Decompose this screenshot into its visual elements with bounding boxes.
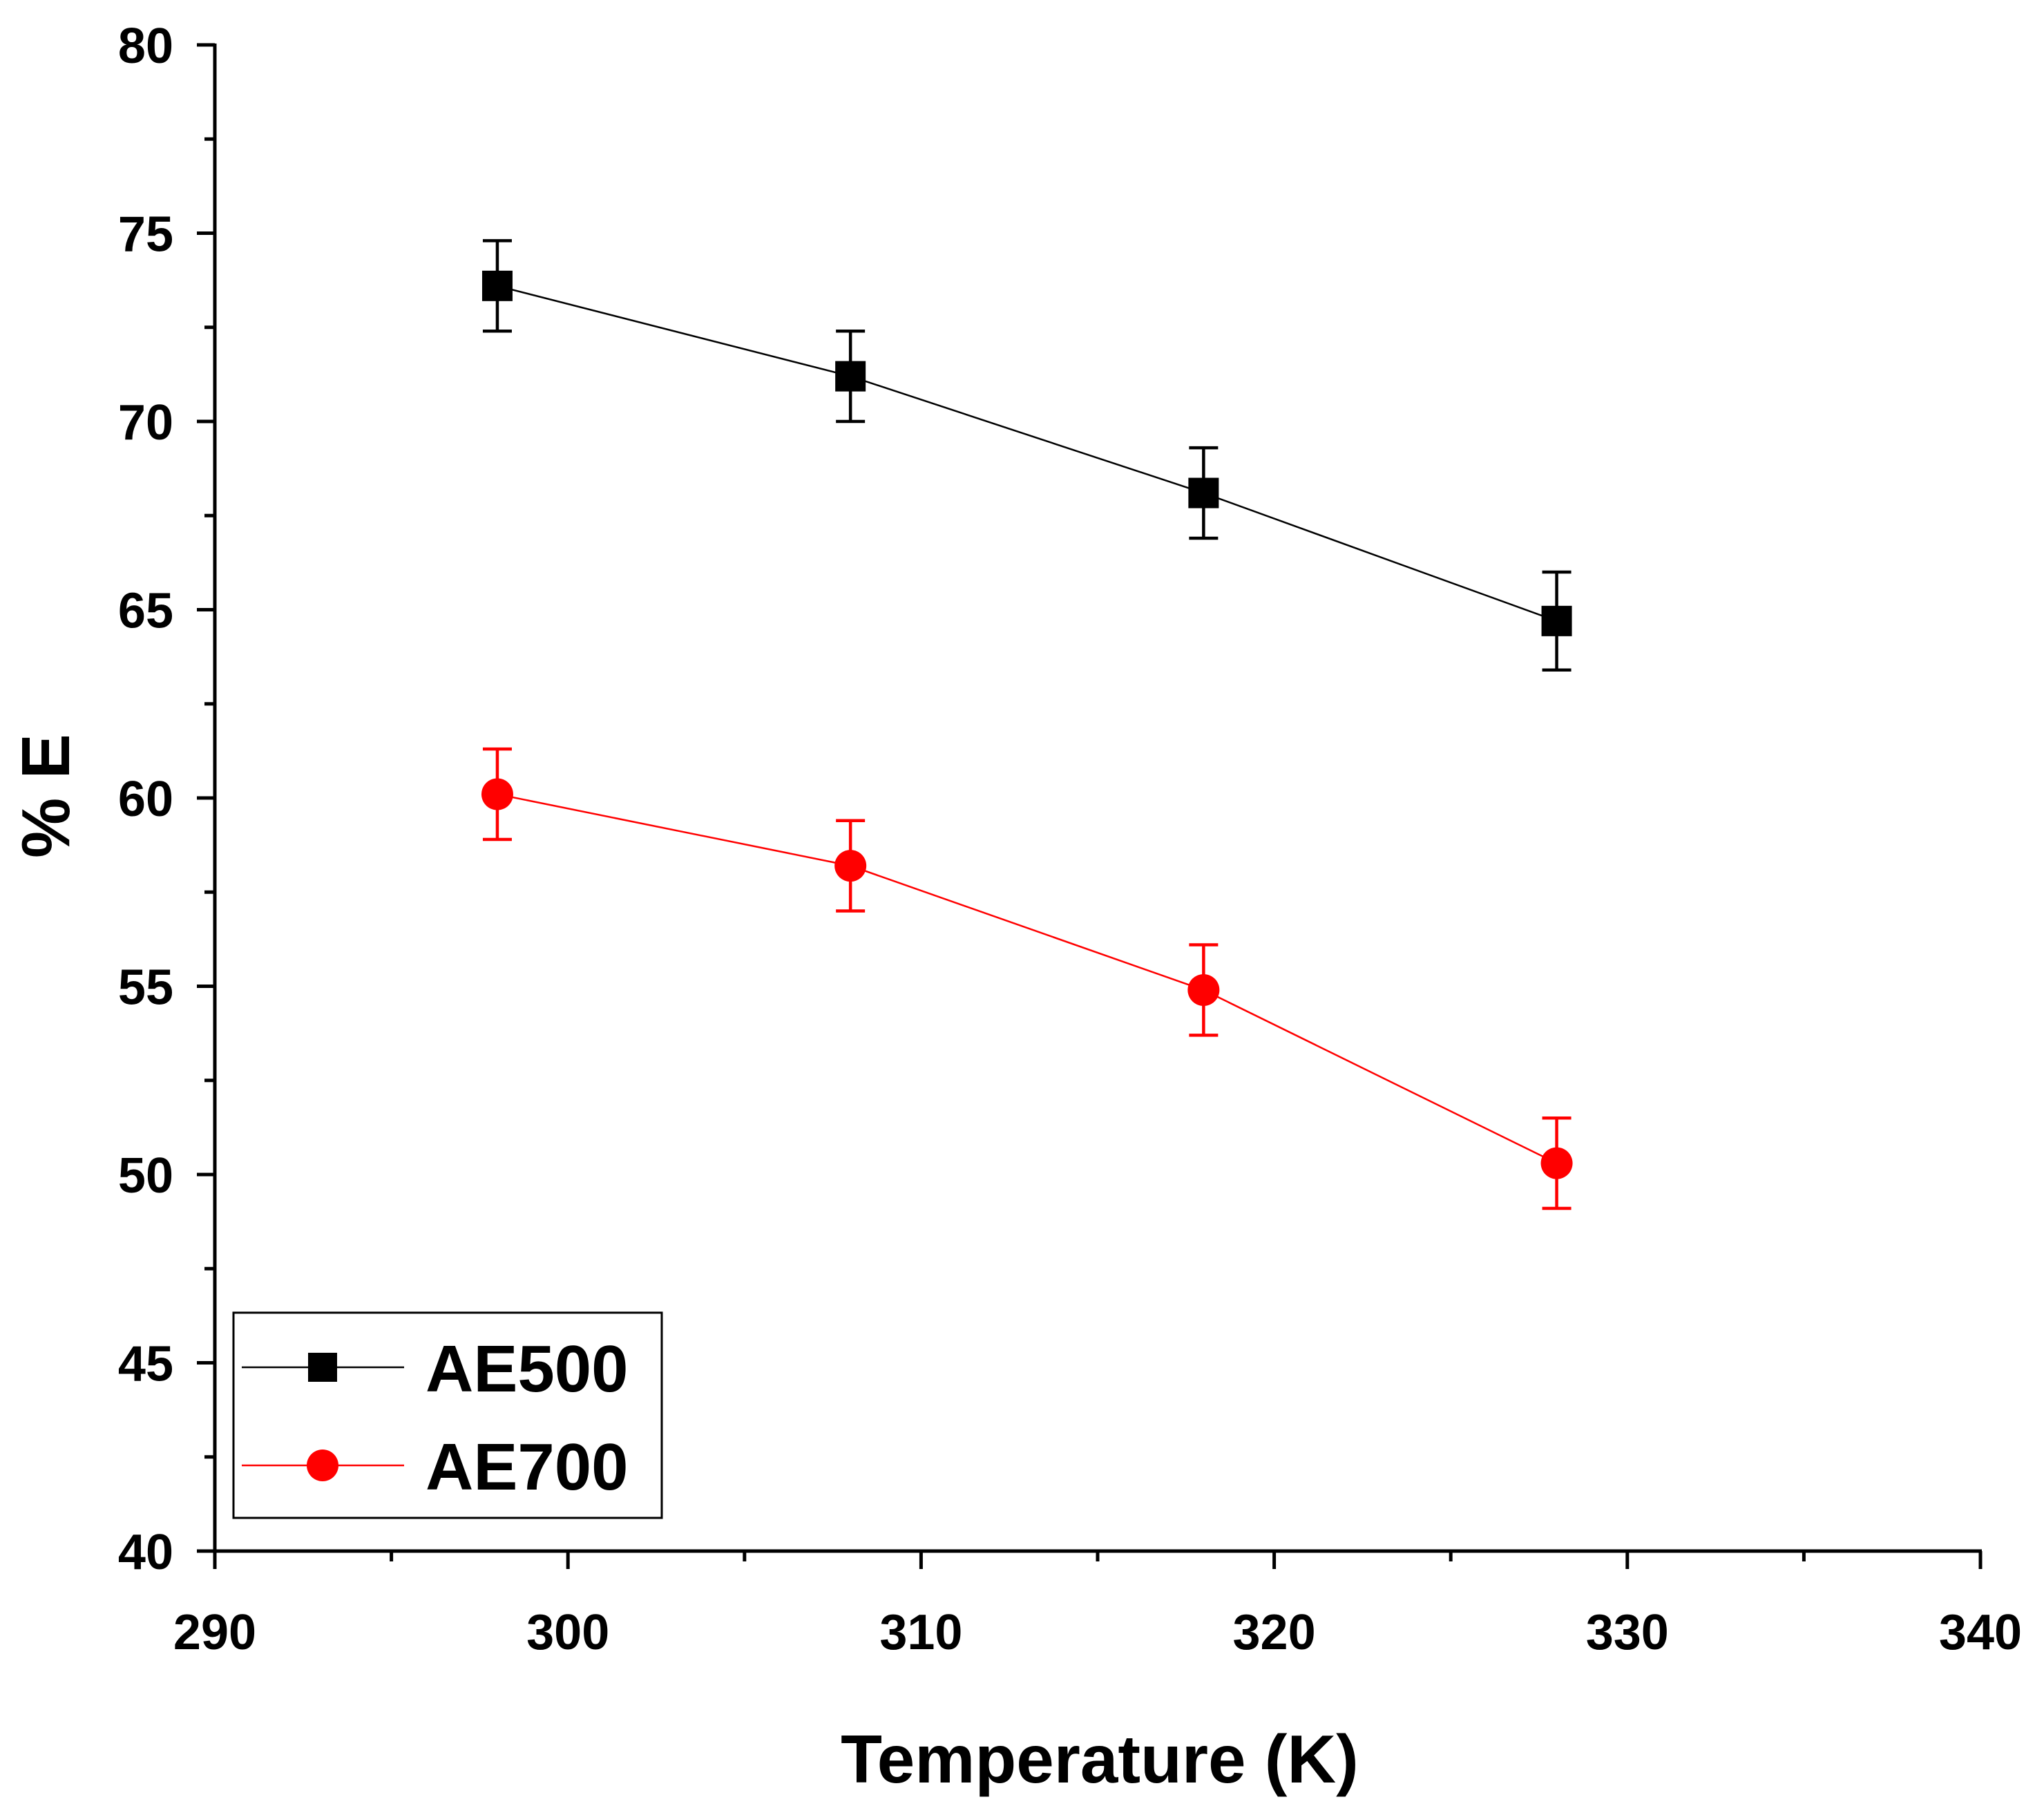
ae500-point	[481, 270, 513, 301]
y-tick-label: 50	[118, 1148, 173, 1204]
legend-marker-ae700	[307, 1449, 338, 1481]
ae500-point	[1188, 477, 1219, 508]
y-tick-label: 40	[118, 1525, 173, 1580]
legend-label-ae700: AE700	[426, 1430, 629, 1504]
ae700-point	[1187, 973, 1220, 1006]
ae700-point	[1540, 1147, 1573, 1179]
y-tick-label: 75	[118, 207, 173, 263]
x-tick-label: 320	[1233, 1605, 1316, 1660]
legend: AE500 AE700	[232, 1311, 663, 1519]
y-tick-label: 70	[118, 395, 173, 450]
x-tick-label: 340	[1939, 1605, 2022, 1660]
ae500-line	[497, 285, 1557, 622]
ae700-point	[834, 850, 867, 882]
y-tick-label: 60	[118, 772, 173, 827]
x-axis-title: Temperature (K)	[841, 1721, 1359, 1797]
series-ae500	[481, 239, 1572, 672]
legend-marker-ae500	[308, 1353, 337, 1382]
legend-entry-ae500: AE500	[242, 1332, 629, 1406]
ae500-point	[835, 361, 866, 392]
series-ae700	[481, 747, 1573, 1210]
y-tick-label: 55	[118, 960, 173, 1016]
ticks: 290 300 310 320 330 340 40 45 50 55 60 65 70 75 80	[118, 19, 2022, 1660]
x-tick-label: 310	[879, 1605, 962, 1660]
x-tick-label: 330	[1586, 1605, 1669, 1660]
y-axis-title: % E	[8, 734, 84, 858]
x-tick-label: 300	[526, 1605, 609, 1660]
legend-entry-ae700: AE700	[242, 1430, 629, 1504]
ae700-line	[497, 793, 1558, 1164]
y-tick-label: 80	[118, 19, 173, 74]
legend-box	[232, 1311, 663, 1519]
data-series	[481, 239, 1573, 1210]
ae500-point	[1541, 605, 1572, 636]
y-tick-label: 65	[118, 584, 173, 639]
y-tick-label: 45	[118, 1337, 173, 1392]
x-tick-label: 290	[173, 1605, 256, 1660]
legend-label-ae500: AE500	[426, 1332, 629, 1406]
ae700-point	[481, 778, 513, 810]
